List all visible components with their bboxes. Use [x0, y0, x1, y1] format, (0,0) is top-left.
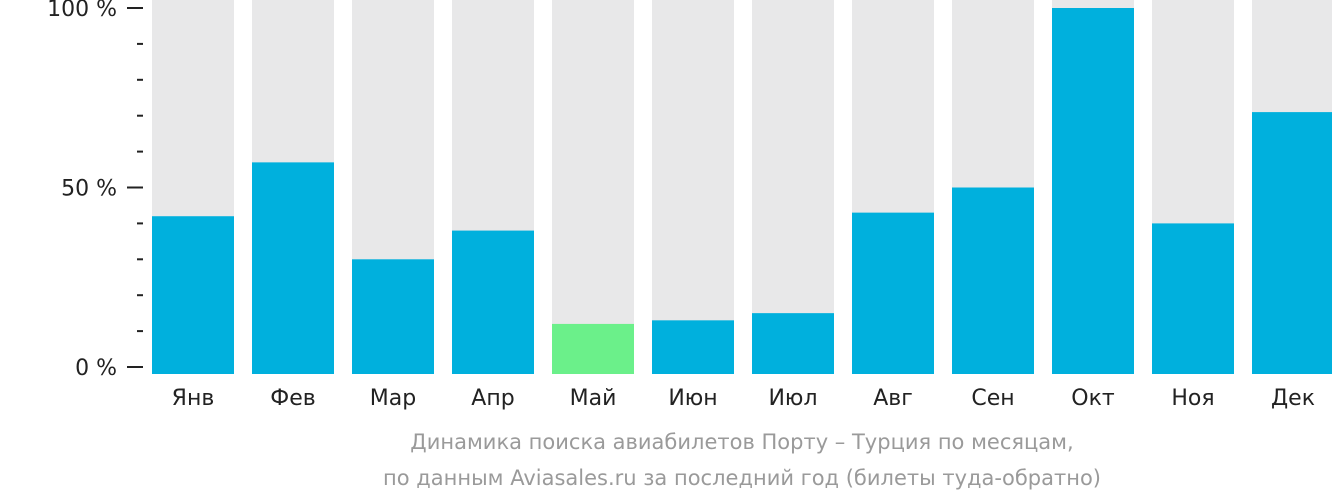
bar	[152, 216, 234, 374]
bar-highlight	[552, 323, 634, 374]
y-tick-label: 50 %	[61, 177, 117, 202]
bar	[1052, 8, 1134, 374]
x-tick-label: Фев	[270, 386, 315, 411]
chart-caption-line-1: Динамика поиска авиабилетов Порту – Турц…	[410, 430, 1074, 454]
x-tick-label: Ноя	[1171, 386, 1214, 411]
bar-chart: 0 % 50 % 100 % Янв Фев Мар Апр Май Июн Июл Авг Сен…	[47, 0, 1332, 411]
x-tick-label: Апр	[471, 386, 514, 411]
bar-track	[652, 0, 734, 374]
bar	[752, 313, 834, 374]
x-tick-label: Июн	[668, 386, 717, 411]
y-tick-label: 100 %	[47, 0, 117, 22]
bar	[652, 320, 734, 374]
bar	[1152, 223, 1234, 374]
bar	[952, 187, 1034, 374]
bar	[252, 162, 334, 374]
bars-group	[152, 0, 1332, 375]
x-tick-label: Дек	[1271, 386, 1315, 411]
bar	[852, 212, 934, 374]
y-tick-label: 0 %	[75, 356, 117, 381]
x-axis-labels: Янв Фев Мар Апр Май Июн Июл Авг Сен Окт Ноя Дек	[172, 386, 1315, 411]
bar-track	[752, 0, 834, 374]
x-tick-label: Май	[570, 386, 617, 411]
bar	[352, 259, 434, 374]
x-tick-label: Мар	[370, 386, 416, 411]
x-tick-label: Янв	[172, 386, 215, 411]
x-tick-label: Июл	[768, 386, 817, 411]
x-tick-label: Авг	[873, 386, 913, 411]
bar-track	[552, 0, 634, 374]
bar	[452, 230, 534, 374]
x-tick-label: Сен	[971, 386, 1014, 411]
chart-caption-line-2: по данным Aviasales.ru за последний год …	[383, 466, 1101, 490]
x-tick-label: Окт	[1071, 386, 1115, 411]
bar	[1252, 112, 1332, 375]
y-axis: 0 % 50 % 100 %	[47, 0, 143, 381]
